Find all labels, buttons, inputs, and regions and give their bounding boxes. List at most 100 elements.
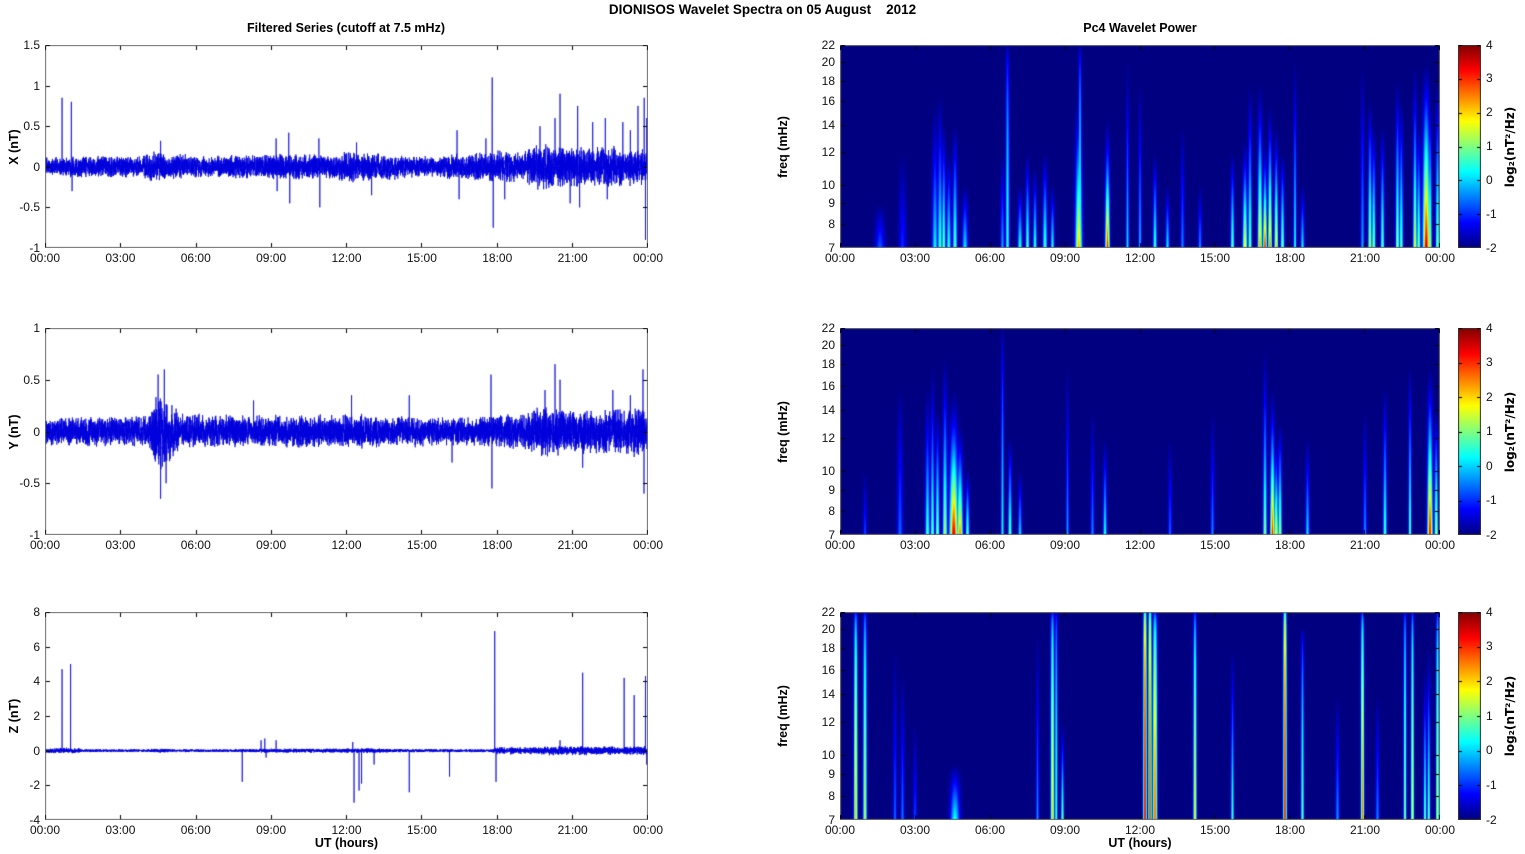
y-tick-label: 22 xyxy=(821,38,835,52)
x-tick-label: 18:00 xyxy=(482,823,513,837)
y-tick-label: -4 xyxy=(29,813,40,827)
x-tick-label: 09:00 xyxy=(1049,538,1081,552)
y-tick-label: 8 xyxy=(828,788,835,803)
y-tick-label: 8 xyxy=(33,605,40,619)
y-tick-label: 8 xyxy=(828,503,835,518)
y-tick-label: -0.5 xyxy=(19,476,40,491)
y-tick-label: 22 xyxy=(821,605,835,619)
figure-title: DIONISOS Wavelet Spectra on 05 August 20… xyxy=(608,2,917,17)
y-tick-label: 18 xyxy=(821,357,835,372)
y-tick-label: 18 xyxy=(821,73,835,88)
y-tick-label: 1.5 xyxy=(23,38,40,52)
y-tick-label: 16 xyxy=(821,94,835,109)
y-tick-label: 9 xyxy=(828,196,835,211)
colorbar-tick-label: 1 xyxy=(1486,424,1493,438)
filtered-series-title: Filtered Series (cutoff at 7.5 mHz) xyxy=(247,21,445,35)
x-tick-label: 12:00 xyxy=(1124,251,1156,265)
y-wavelet-spectrogram xyxy=(840,328,1440,535)
y-tick-label: -1 xyxy=(29,528,40,542)
x-tick-label: 21:00 xyxy=(557,251,588,265)
y-tick-label: 9 xyxy=(828,767,835,782)
y-tick-label: 1 xyxy=(33,78,40,93)
y-tick-label: 7 xyxy=(828,813,835,827)
colorbar-tick-label: 3 xyxy=(1486,355,1493,369)
x-tick-label: 18:00 xyxy=(482,251,513,265)
x-tick-label: 15:00 xyxy=(1199,538,1231,552)
x-tick-label: 00:00 xyxy=(632,538,664,552)
x-tick-label: 00:00 xyxy=(29,538,61,552)
x-tick-label: 06:00 xyxy=(974,823,1006,837)
x-tick-label: 12:00 xyxy=(1124,538,1156,552)
x-tick-label: 03:00 xyxy=(899,823,931,837)
colorbar-tick-label: 2 xyxy=(1486,389,1493,404)
y-tick-label: 0.5 xyxy=(23,119,40,134)
y-tick-label: 7 xyxy=(828,528,835,542)
x-tick-label: 18:00 xyxy=(1274,823,1306,837)
x-tick-label: 03:00 xyxy=(899,538,931,552)
x-tick-label: 21:00 xyxy=(1349,823,1381,837)
z-filtered-plot xyxy=(45,612,648,820)
colorbar-tick-label: 4 xyxy=(1486,37,1493,52)
x-tick-label: 21:00 xyxy=(557,538,588,552)
ut-hours-label-right: UT (hours) xyxy=(1108,836,1172,850)
colorbar-label-z: log₂(nT²/Hz) xyxy=(1503,675,1517,757)
y-tick-label: 12 xyxy=(821,145,835,160)
x-tick-label: 15:00 xyxy=(406,251,437,265)
x-tick-label: 21:00 xyxy=(1349,538,1381,552)
x-tick-label: 15:00 xyxy=(406,823,437,837)
x-tick-label: 00:00 xyxy=(29,251,61,265)
x-tick-label: 12:00 xyxy=(331,823,362,837)
x-tick-label: 00:00 xyxy=(824,823,856,837)
x-tick-label: 21:00 xyxy=(557,823,588,837)
y-tick-label: 14 xyxy=(821,402,835,417)
colorbar-tick-label: -2 xyxy=(1486,240,1497,255)
y-tick-label: 2 xyxy=(33,709,40,723)
x-tick-label: 09:00 xyxy=(256,251,287,265)
x-tick-label: 06:00 xyxy=(180,538,211,552)
y-tick-label: 18 xyxy=(821,641,835,656)
x-tick-label: 12:00 xyxy=(331,538,362,552)
z-wavelet-spectrogram xyxy=(840,612,1440,820)
colorbar-label-x: log₂(nT²/Hz) xyxy=(1503,106,1517,187)
colorbar-tick-label: -2 xyxy=(1486,812,1497,827)
y-tick-label: 14 xyxy=(821,118,835,133)
x-tick-label: 03:00 xyxy=(105,251,136,265)
freq-axis-label-y: freq (mHz) xyxy=(776,400,790,463)
colorbar-tick-label: -1 xyxy=(1486,777,1497,792)
x-tick-label: 15:00 xyxy=(1199,823,1231,837)
colorbar-tick-label: 3 xyxy=(1486,71,1493,86)
x-tick-label: 03:00 xyxy=(105,538,136,552)
x-tick-label: 12:00 xyxy=(331,251,362,265)
colorbar-tick-label: 0 xyxy=(1486,172,1493,187)
x-tick-label: 03:00 xyxy=(899,251,931,265)
x-tick-label: 00:00 xyxy=(632,251,664,265)
x-tick-label: 00:00 xyxy=(1424,251,1456,265)
colorbar-tick-label: -1 xyxy=(1486,493,1497,507)
y-tick-label: 10 xyxy=(821,748,835,763)
x-tick-label: 21:00 xyxy=(1349,251,1381,265)
x-tick-label: 00:00 xyxy=(1424,538,1456,552)
x-tick-label: 09:00 xyxy=(256,823,287,837)
x-tick-label: 09:00 xyxy=(256,538,287,552)
y-tick-label: 12 xyxy=(821,430,835,445)
x-tick-label: 15:00 xyxy=(406,538,437,552)
x-tick-label: 00:00 xyxy=(29,823,61,837)
x-tick-label: 00:00 xyxy=(1424,823,1456,837)
x-tick-label: 06:00 xyxy=(974,251,1006,265)
y-tick-label: 0 xyxy=(33,159,40,174)
y-tick-label: 10 xyxy=(821,177,835,192)
y-tick-label: 16 xyxy=(821,378,835,393)
y-tick-label: 0 xyxy=(33,743,40,758)
y-tick-label: 8 xyxy=(828,217,835,232)
x-tick-label: 00:00 xyxy=(632,823,664,837)
x-tick-label: 09:00 xyxy=(1049,823,1081,837)
y-tick-label: -0.5 xyxy=(19,200,40,215)
colorbar-tick-label: 0 xyxy=(1486,743,1493,758)
colorbar-tick-label: 1 xyxy=(1486,708,1493,723)
y-tick-label: 0.5 xyxy=(23,372,40,387)
x-tick-label: 06:00 xyxy=(180,823,211,837)
colorbar-tick-label: 4 xyxy=(1486,320,1493,335)
colorbar-tick-label: -1 xyxy=(1486,206,1497,221)
y-tick-label: 4 xyxy=(33,674,40,689)
x-tick-label: 18:00 xyxy=(1274,251,1306,265)
